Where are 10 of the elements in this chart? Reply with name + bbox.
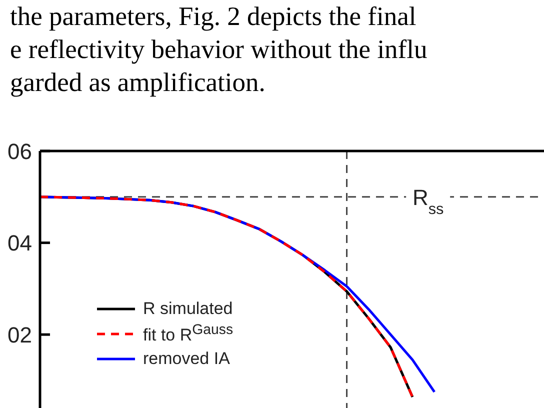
ref-line-label: R$_{ss}$ — [412, 184, 444, 218]
legend-label: fit to R$^{Gauss}$ — [143, 322, 234, 346]
y-tick-label: 02 — [8, 322, 32, 348]
legend-label: removed IA — [143, 348, 230, 368]
text: e reflectivity behavior without the influ — [10, 33, 428, 66]
legend-label: R simulated — [143, 298, 233, 318]
y-tick-label: 06 — [8, 138, 32, 164]
y-tick-label: 04 — [8, 230, 32, 256]
text: the parameters, Fig. 2 depicts the final — [10, 0, 418, 33]
text: garded as amplification. — [10, 66, 266, 99]
